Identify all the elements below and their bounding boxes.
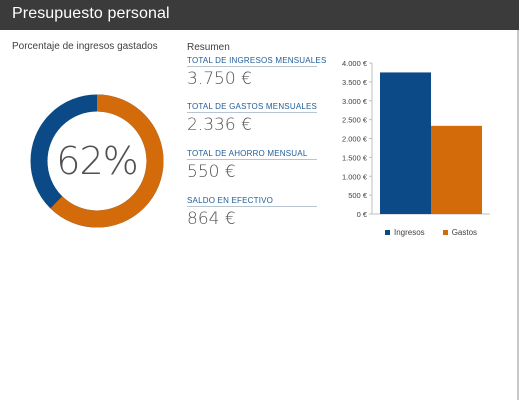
legend-item-gastos: Gastos — [442, 228, 478, 237]
summary-heading: Resumen — [187, 42, 230, 53]
metric-value: 864 € — [187, 209, 236, 229]
y-tick-label: 1.000 € — [342, 172, 368, 181]
metric-total-savings: TOTAL DE AHORRO MENSUAL 550 € — [187, 149, 317, 182]
metric-label: TOTAL DE AHORRO MENSUAL — [187, 149, 317, 160]
right-edge-divider — [517, 30, 519, 400]
donut-chart: 62% — [30, 94, 164, 228]
legend-swatch — [385, 230, 390, 235]
y-tick-label: 1.500 € — [342, 153, 368, 162]
metric-total-expenses: TOTAL DE GASTOS MENSUALES 2.336 € — [187, 102, 317, 135]
bar-gastos — [431, 125, 482, 214]
y-tick-label: 2.500 € — [342, 116, 368, 125]
chart-legend: Ingresos Gastos — [385, 228, 477, 237]
metric-label: TOTAL DE GASTOS MENSUALES — [187, 102, 318, 113]
y-tick-label: 500 € — [348, 191, 368, 200]
legend-swatch — [442, 230, 448, 235]
y-tick-label: 4.000 € — [342, 59, 368, 68]
donut-label: Porcentaje de ingresos gastados — [12, 41, 158, 52]
bar-chart: 0 € 500 € 1.000 € 1.500 € 2.000 € 2.500 € 3.00… — [330, 55, 515, 245]
legend-label: Ingresos — [394, 228, 425, 237]
donut-percent-text: 62% — [56, 139, 138, 183]
y-tick-label: 0 € — [357, 210, 368, 219]
title-bar: Presupuesto personal — [0, 0, 519, 30]
y-tick-label: 2.000 € — [342, 135, 368, 144]
bar-ingresos — [380, 72, 431, 214]
metric-value: 550 € — [187, 162, 236, 182]
page-title: Presupuesto personal — [12, 5, 170, 22]
legend-label: Gastos — [451, 228, 478, 237]
metric-label: TOTAL DE INGRESOS MENSUALES — [187, 56, 327, 67]
metric-value: 3.750 € — [187, 69, 252, 89]
metric-label: SALDO EN EFECTIVO — [187, 196, 317, 207]
donut-svg — [30, 94, 164, 228]
metric-cash-balance: SALDO EN EFECTIVO 864 € — [187, 196, 317, 229]
y-tick-label: 3.000 € — [342, 97, 368, 106]
bar-chart-svg: 0 € 500 € 1.000 € 1.500 € 2.000 € 2.500 € 3.00… — [342, 59, 490, 219]
metric-total-income: TOTAL DE INGRESOS MENSUALES 3.750 € — [187, 56, 327, 89]
y-tick-label: 3.500 € — [342, 78, 368, 87]
metric-value: 2.336 € — [187, 115, 252, 135]
donut-spent-arc — [30, 94, 164, 228]
legend-item-ingresos: Ingresos — [385, 228, 425, 237]
